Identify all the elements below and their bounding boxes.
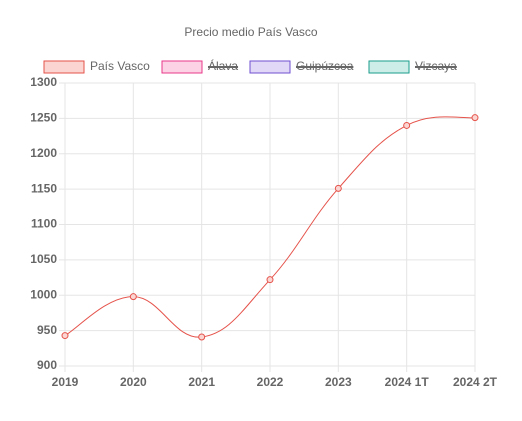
legend-swatch[interactable] <box>249 60 291 74</box>
x-tick-label: 2019 <box>52 375 79 389</box>
data-point <box>266 276 274 284</box>
y-tick-label: 1250 <box>30 111 57 125</box>
y-tick-label: 1200 <box>30 146 57 160</box>
data-point <box>334 184 342 192</box>
chart-title: Precio medio País Vasco <box>184 25 317 39</box>
y-tick-label: 1000 <box>30 287 57 301</box>
data-point <box>198 333 206 341</box>
legend-swatch[interactable] <box>161 60 203 74</box>
x-tick-label: 2020 <box>120 375 147 389</box>
legend-label[interactable]: País Vasco <box>90 59 150 73</box>
data-point <box>61 332 69 340</box>
y-tick-label: 1300 <box>30 75 57 89</box>
x-tick-label: 2021 <box>188 375 215 389</box>
y-tick-label: 1050 <box>30 252 57 266</box>
data-point <box>471 114 479 122</box>
legend-swatch[interactable] <box>43 60 85 74</box>
y-tick-label: 950 <box>37 323 57 337</box>
x-tick-label: 2024 1T <box>385 375 430 389</box>
data-point <box>129 293 137 301</box>
legend-label[interactable]: Álava <box>208 58 238 73</box>
x-tick-label: 2022 <box>257 375 284 389</box>
x-tick-label: 2023 <box>325 375 352 389</box>
y-tick-label: 1100 <box>31 217 57 231</box>
y-tick-label: 900 <box>37 358 57 372</box>
x-tick-label: 2024 2T <box>453 375 498 389</box>
data-point <box>403 121 411 129</box>
y-tick-label: 1150 <box>31 181 57 195</box>
legend-swatch[interactable] <box>368 60 410 74</box>
